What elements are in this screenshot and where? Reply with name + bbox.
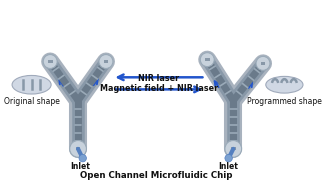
Text: Open Channel Microfluidic Chip: Open Channel Microfluidic Chip <box>80 171 232 180</box>
Text: Inlet: Inlet <box>219 162 239 171</box>
Circle shape <box>256 56 270 70</box>
Ellipse shape <box>12 75 51 94</box>
Text: NIR laser: NIR laser <box>138 74 179 83</box>
Circle shape <box>70 140 86 157</box>
Circle shape <box>43 55 57 68</box>
Bar <box>205 58 210 61</box>
Circle shape <box>200 53 214 67</box>
Text: Programmed shape: Programmed shape <box>247 97 322 106</box>
Circle shape <box>99 55 113 68</box>
Text: Original shape: Original shape <box>4 97 59 106</box>
Text: Magnetic field + NIR laser: Magnetic field + NIR laser <box>100 84 218 93</box>
Ellipse shape <box>266 76 303 93</box>
Circle shape <box>79 154 86 162</box>
Bar <box>104 60 108 63</box>
Circle shape <box>225 154 232 162</box>
Bar <box>261 62 265 65</box>
Text: Inlet: Inlet <box>70 162 90 171</box>
Circle shape <box>225 140 241 157</box>
Bar <box>76 147 80 150</box>
Bar <box>48 60 53 63</box>
Bar <box>231 147 236 150</box>
